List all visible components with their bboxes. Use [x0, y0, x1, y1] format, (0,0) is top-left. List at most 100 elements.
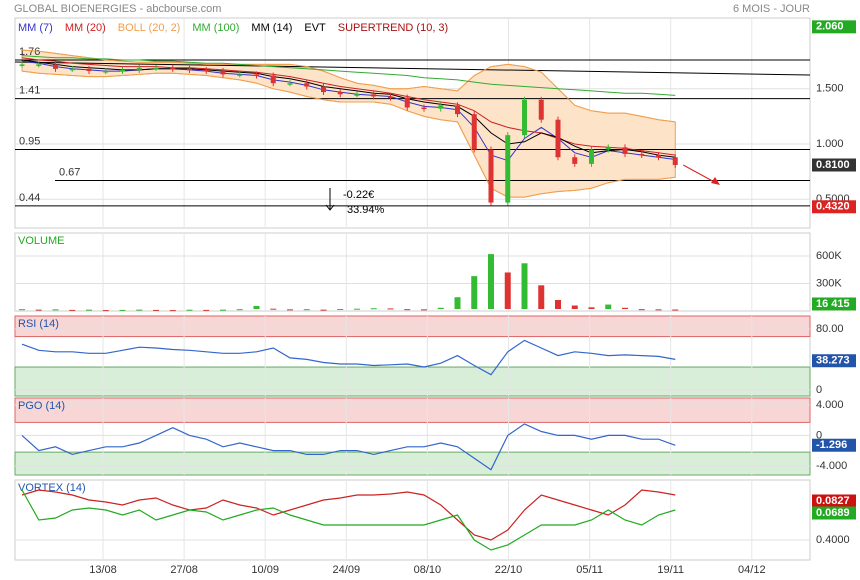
level-label: 0.67 [59, 166, 80, 178]
volume-bar [169, 310, 176, 312]
candle [237, 74, 243, 76]
panel [14, 479, 811, 561]
volume-bar [387, 308, 394, 310]
period: 6 MOIS - JOUR [733, 3, 810, 15]
trend-line [14, 61, 811, 76]
volume-bar [153, 309, 159, 311]
volume-bar [571, 305, 578, 309]
legend-entry: SUPERTREND (10, 3) [338, 22, 448, 34]
candle [421, 107, 427, 110]
value-badge [812, 20, 856, 34]
candle [488, 149, 494, 203]
candle [86, 68, 92, 72]
x-tick-label: 04/12 [738, 564, 766, 576]
volume-bar [19, 309, 25, 311]
volume-bar [555, 299, 561, 309]
badge-label: -1.296 [816, 439, 847, 451]
candle [254, 74, 259, 76]
candle [538, 99, 544, 120]
volume-bar [521, 263, 528, 309]
value-badge [812, 200, 856, 214]
candle [120, 69, 125, 72]
candle [438, 105, 444, 109]
volume-bar [253, 305, 260, 309]
volume-bar [354, 308, 360, 310]
volume-bar [287, 309, 293, 311]
legend-entry: BOLL (20, 2) [118, 22, 181, 34]
value-badge [812, 158, 856, 172]
annotation: 33.94% [347, 204, 385, 216]
candle [555, 119, 561, 158]
volume-bar [52, 309, 59, 311]
candle [321, 86, 326, 93]
badge-label: 0.8100 [816, 159, 850, 171]
badge-label: 38.273 [816, 355, 850, 367]
volume-bar [672, 309, 679, 311]
badge-label: 0.0689 [816, 507, 850, 519]
volume-bar [203, 309, 210, 311]
candle [203, 69, 209, 72]
candle [672, 157, 678, 165]
volume-bar [638, 309, 645, 311]
panel-title: PGO (14) [18, 400, 65, 412]
volume-bar [622, 307, 628, 309]
volume-bar [86, 309, 92, 311]
y-tick-label: 4.000 [816, 399, 844, 411]
volume-bar [35, 309, 42, 311]
badge-label: 16 415 [816, 298, 850, 310]
value-badge [812, 494, 856, 508]
volume-bar [370, 308, 377, 310]
value-badge [812, 506, 856, 520]
candle [170, 67, 176, 70]
candle [455, 105, 460, 115]
volume-bar [119, 309, 126, 311]
candle [471, 114, 477, 150]
candle [505, 135, 511, 203]
badge-label: 2.060 [816, 21, 844, 33]
level-label: 1.76 [19, 46, 40, 58]
volume-bar [186, 309, 193, 311]
candle [589, 149, 594, 164]
x-tick-label: 05/11 [576, 564, 603, 576]
level-label: 1.41 [19, 85, 40, 97]
candle [103, 71, 109, 73]
volume-bar [421, 309, 427, 311]
volume-bar [655, 309, 662, 311]
x-tick-label: 19/11 [657, 564, 684, 576]
value-badge [812, 297, 856, 311]
volume-bar [454, 297, 461, 309]
y-tick-label: 0 [816, 429, 822, 441]
candle [19, 64, 25, 66]
volume-bar [437, 307, 444, 309]
volume-bar [605, 304, 612, 309]
y-tick-label: 0 [816, 384, 822, 396]
y-tick-label: 80.00 [816, 323, 844, 335]
page-title: GLOBAL BIOENERGIES - abcbourse.com [14, 3, 221, 15]
volume-bar [404, 309, 411, 311]
candle [572, 157, 578, 164]
volume-bar [303, 309, 310, 311]
panel-title: RSI (14) [18, 318, 59, 330]
volume-bar [220, 309, 226, 311]
value-badge [812, 438, 856, 452]
x-tick-label: 22/10 [495, 564, 523, 576]
volume-bar [270, 308, 277, 310]
overbought-zone [14, 315, 811, 338]
candle [270, 75, 276, 84]
volume-bar [538, 285, 545, 309]
y-tick-label: -4.000 [816, 460, 847, 472]
ma-line [21, 55, 676, 96]
candle [337, 92, 343, 95]
candle [354, 94, 360, 96]
badge-label: 0.0827 [816, 495, 850, 507]
candle [36, 64, 42, 66]
panel [14, 17, 811, 229]
x-tick-label: 24/09 [333, 564, 361, 576]
ma-line [21, 49, 676, 123]
volume-bar [136, 309, 143, 311]
candle [656, 155, 661, 158]
candle [639, 153, 645, 156]
oversold-zone [14, 366, 811, 397]
candle [605, 147, 611, 150]
volume-bar [69, 309, 76, 311]
